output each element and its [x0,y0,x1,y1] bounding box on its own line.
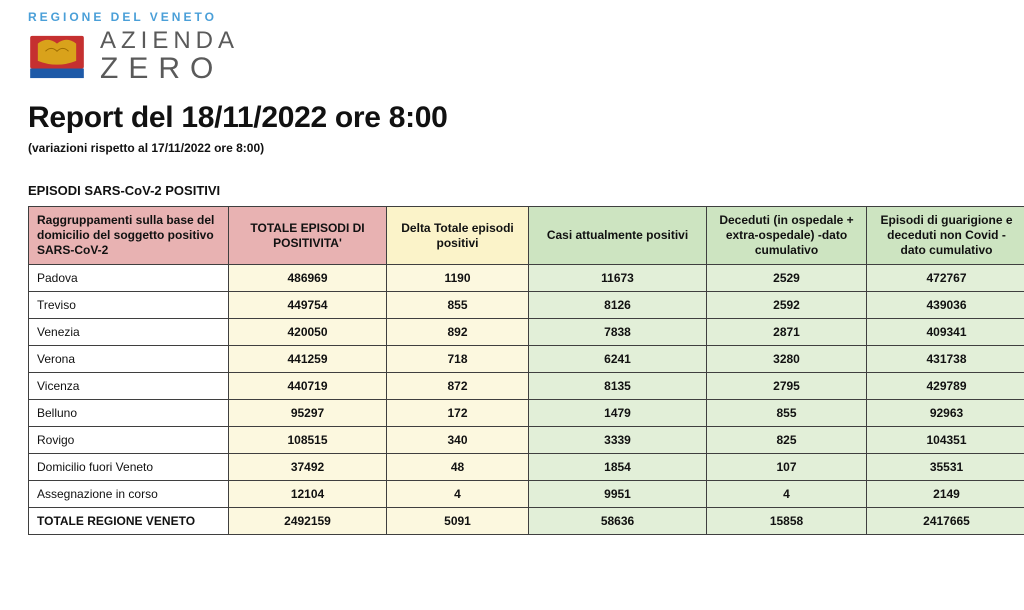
cell: 2795 [707,373,867,400]
cell: 11673 [529,265,707,292]
table-row: Verona44125971862413280431738 [29,346,1024,373]
cell: 58636 [529,508,707,535]
col-header-2: Delta Totale episodi positivi [387,207,529,265]
col-header-0: Raggruppamenti sulla base del domicilio … [29,207,229,265]
cell: 429789 [867,373,1024,400]
cell: 95297 [229,400,387,427]
cell: 108515 [229,427,387,454]
cell: Treviso [29,292,229,319]
cell: 441259 [229,346,387,373]
col-header-4: Deceduti (in ospedale + extra-ospedale) … [707,207,867,265]
cell: 5091 [387,508,529,535]
col-header-1: TOTALE EPISODI DI POSITIVITA' [229,207,387,265]
cell: 35531 [867,454,1024,481]
cell: 15858 [707,508,867,535]
cell: Padova [29,265,229,292]
table-row: Rovigo1085153403339825104351 [29,427,1024,454]
cell: 2592 [707,292,867,319]
cell: 104351 [867,427,1024,454]
cell: Belluno [29,400,229,427]
cell: 172 [387,400,529,427]
cell: 1854 [529,454,707,481]
cell: Assegnazione in corso [29,481,229,508]
cell: 8135 [529,373,707,400]
cell: 7838 [529,319,707,346]
cell: 409341 [867,319,1024,346]
table-row: Padova4869691190116732529472767 [29,265,1024,292]
cell: 420050 [229,319,387,346]
cell: 872 [387,373,529,400]
cell: 92963 [867,400,1024,427]
section-title: EPISODI SARS-CoV-2 POSITIVI [28,183,996,198]
page: REGIONE DEL VENETO AZIENDA ZERO Report d… [0,0,1024,555]
cell: 340 [387,427,529,454]
page-subtitle: (variazioni rispetto al 17/11/2022 ore 8… [28,141,996,155]
table-row: Treviso44975485581262592439036 [29,292,1024,319]
cell: 486969 [229,265,387,292]
table-body: Padova4869691190116732529472767Treviso44… [29,265,1024,535]
cell: TOTALE REGIONE VENETO [29,508,229,535]
cell: Venezia [29,319,229,346]
region-label: REGIONE DEL VENETO [28,10,996,24]
cell: 449754 [229,292,387,319]
cell: 4 [707,481,867,508]
cell: 440719 [229,373,387,400]
cell: 3280 [707,346,867,373]
brand-bottom: ZERO [100,55,239,84]
cell: Verona [29,346,229,373]
cell: Domicilio fuori Veneto [29,454,229,481]
cell: 855 [707,400,867,427]
brand-top: AZIENDA [100,30,239,53]
cell: 1479 [529,400,707,427]
cell: 892 [387,319,529,346]
cell: 2149 [867,481,1024,508]
cell: 439036 [867,292,1024,319]
cell: 855 [387,292,529,319]
table-row: Vicenza44071987281352795429789 [29,373,1024,400]
page-title: Report del 18/11/2022 ore 8:00 [28,101,996,135]
cell: 718 [387,346,529,373]
cell: 107 [707,454,867,481]
cell: 3339 [529,427,707,454]
cell: 431738 [867,346,1024,373]
cell: 2492159 [229,508,387,535]
col-header-5: Episodi di guarigione e deceduti non Cov… [867,207,1024,265]
table-row: Assegnazione in corso121044995142149 [29,481,1024,508]
cell: 12104 [229,481,387,508]
cell: 2529 [707,265,867,292]
table-row: Venezia42005089278382871409341 [29,319,1024,346]
table-row: Domicilio fuori Veneto374924818541073553… [29,454,1024,481]
cell: 1190 [387,265,529,292]
cell: 472767 [867,265,1024,292]
cell: 8126 [529,292,707,319]
cell: Vicenza [29,373,229,400]
table-row: Belluno95297172147985592963 [29,400,1024,427]
cell: Rovigo [29,427,229,454]
cell: 48 [387,454,529,481]
cell: 2871 [707,319,867,346]
table-head: Raggruppamenti sulla base del domicilio … [29,207,1024,265]
cell: 2417665 [867,508,1024,535]
cell: 825 [707,427,867,454]
cell: 9951 [529,481,707,508]
cell: 4 [387,481,529,508]
cell: 37492 [229,454,387,481]
crest-icon [28,34,86,80]
brand: AZIENDA ZERO [100,30,239,83]
positives-table: Raggruppamenti sulla base del domicilio … [28,206,1024,535]
cell: 6241 [529,346,707,373]
logo-row: AZIENDA ZERO [28,30,996,83]
table-row: TOTALE REGIONE VENETO2492159509158636158… [29,508,1024,535]
col-header-3: Casi attualmente positivi [529,207,707,265]
